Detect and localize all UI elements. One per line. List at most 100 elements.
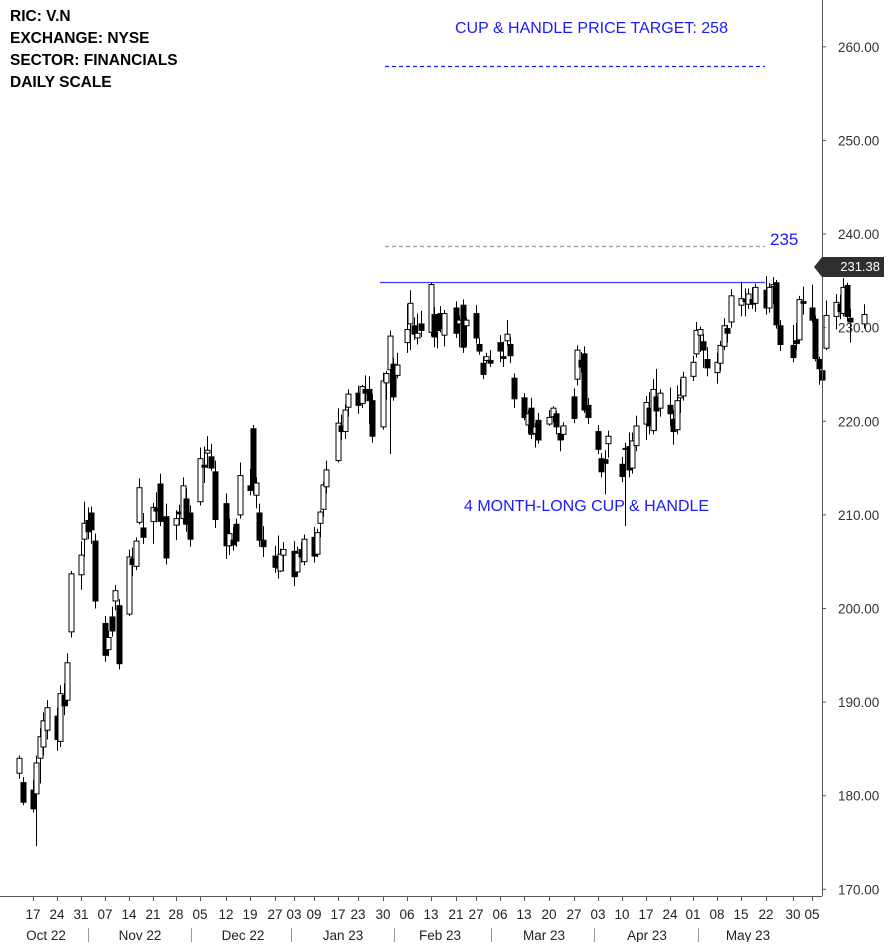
- candle: [88, 506, 95, 544]
- candle: [64, 653, 71, 706]
- candle: [504, 320, 511, 346]
- candle: [342, 404, 349, 440]
- candle: [418, 310, 425, 338]
- x-tick-label: 06: [399, 907, 414, 922]
- candle: [844, 282, 851, 322]
- ric-label: RIC: V.N: [10, 8, 71, 25]
- x-month-label: Apr 23: [627, 928, 667, 942]
- candle: [700, 334, 707, 368]
- candle: [809, 284, 816, 323]
- candle: [390, 357, 397, 401]
- y-tick-label: 190.00: [838, 695, 879, 710]
- candle: [136, 478, 143, 525]
- candle: [183, 487, 190, 532]
- candle: [595, 425, 602, 455]
- x-tick-label: 05: [804, 907, 819, 922]
- candle: [521, 393, 528, 421]
- candle: [317, 510, 324, 538]
- candle: [33, 755, 40, 847]
- candle: [68, 571, 75, 638]
- candle: [766, 282, 773, 313]
- candle: [197, 447, 204, 506]
- x-tick-label: 12: [218, 907, 233, 922]
- candle: [301, 534, 308, 566]
- candle: [500, 341, 507, 367]
- candle: [112, 585, 119, 611]
- y-tick-label: 230.00: [838, 321, 879, 336]
- candle: [690, 355, 697, 382]
- candle: [721, 318, 728, 351]
- candle: [812, 315, 819, 362]
- x-month-label: Feb 23: [419, 928, 461, 942]
- candle: [320, 482, 327, 517]
- candle: [323, 460, 330, 494]
- x-tick-label: 15: [733, 907, 748, 922]
- candle: [208, 443, 215, 471]
- x-tick-label: 13: [516, 907, 531, 922]
- candle: [553, 410, 560, 435]
- candle: [345, 389, 352, 417]
- candle: [507, 337, 514, 364]
- price-target-annotation: CUP & HANDLE PRICE TARGET: 258: [455, 20, 728, 37]
- x-month-label: Mar 23: [523, 928, 565, 942]
- candle: [414, 313, 421, 345]
- candle: [528, 397, 535, 440]
- candle: [473, 305, 480, 344]
- y-tick-label: 240.00: [838, 227, 879, 242]
- candle: [369, 394, 376, 443]
- x-tick-label: 06: [492, 907, 507, 922]
- candle: [383, 370, 390, 400]
- candle: [116, 599, 123, 670]
- x-tick-label: 13: [423, 907, 438, 922]
- exchange-label: EXCHANGE: NYSE: [10, 30, 150, 47]
- x-tick-label: 05: [192, 907, 207, 922]
- candle: [728, 289, 735, 328]
- candle: [483, 352, 490, 364]
- x-tick-label: 27: [468, 907, 483, 922]
- candle: [704, 347, 711, 377]
- candle: [57, 685, 64, 748]
- x-tick-label: 17: [330, 907, 345, 922]
- x-month-label: Nov 22: [119, 928, 162, 942]
- candle: [140, 512, 147, 544]
- candle: [629, 432, 636, 474]
- candle: [602, 450, 609, 495]
- candle: [204, 436, 211, 469]
- candles: [16, 276, 868, 847]
- chart-info: RIC: V.N EXCHANGE: NYSE SECTOR: FINANCIA…: [10, 6, 178, 94]
- candle: [280, 542, 287, 572]
- x-tick-label: 03: [286, 907, 301, 922]
- candle: [109, 606, 116, 637]
- x-tick-label: 28: [168, 907, 183, 922]
- candle: [571, 388, 578, 424]
- candle: [800, 286, 807, 315]
- candle: [476, 337, 483, 355]
- candle: [294, 546, 301, 577]
- candle: [173, 510, 180, 541]
- candle: [441, 309, 448, 347]
- x-month-label: May 23: [726, 928, 770, 942]
- candle: [796, 295, 803, 344]
- y-tick-label: 170.00: [838, 882, 879, 897]
- horizontal-lines: [380, 65, 765, 284]
- x-tick-label: 21: [145, 907, 160, 922]
- x-tick-label: 14: [121, 907, 137, 922]
- x-month-label: Jan 23: [323, 928, 364, 942]
- y-tick-label: 250.00: [838, 133, 879, 148]
- x-tick-label: 08: [709, 907, 724, 922]
- candle: [187, 505, 194, 547]
- candle: [223, 493, 230, 559]
- candle: [657, 389, 664, 417]
- candle: [78, 541, 85, 590]
- x-tick-label: 24: [662, 907, 678, 922]
- x-month-label: Oct 22: [26, 928, 66, 942]
- candle: [745, 288, 752, 309]
- x-month-label: Dec 22: [222, 928, 265, 942]
- y-tick-label: 260.00: [838, 40, 879, 55]
- candle: [163, 503, 170, 565]
- last-price-tag: 231.38: [814, 257, 884, 277]
- x-tick-label: 03: [590, 907, 605, 922]
- candle: [237, 462, 244, 519]
